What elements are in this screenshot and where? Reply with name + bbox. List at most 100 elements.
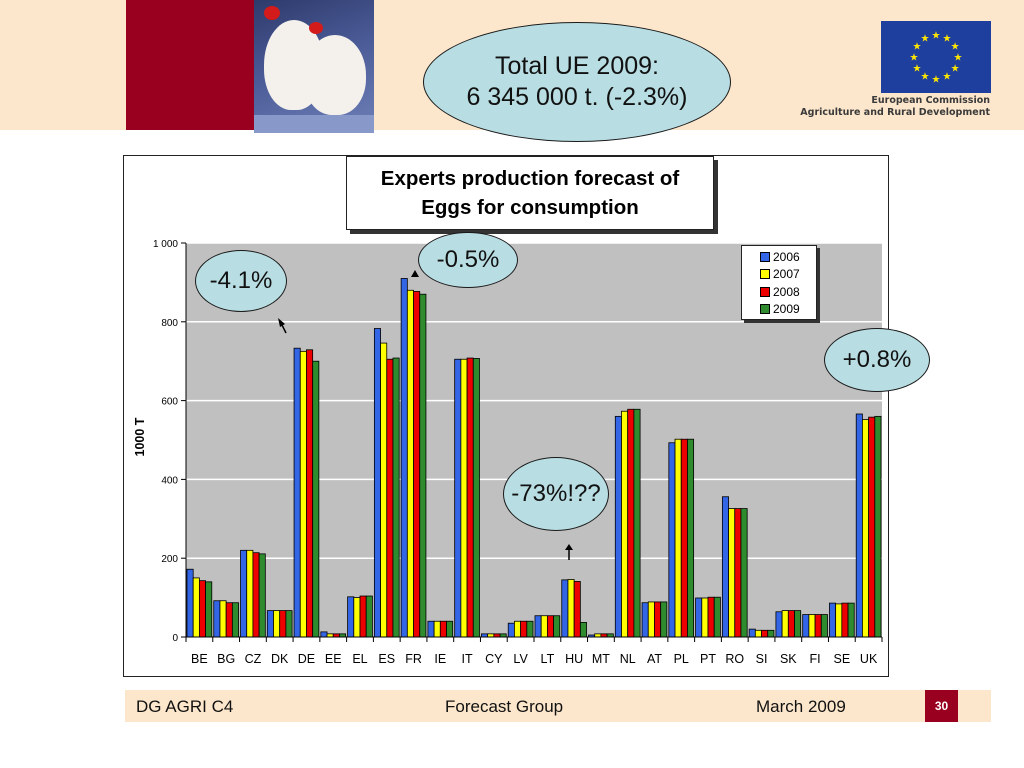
bar-LV-2008: [520, 620, 528, 638]
x-tick-label: SE: [834, 652, 851, 666]
x-tick-label: LV: [513, 652, 528, 666]
bar-SE-2006: [829, 602, 837, 638]
legend-swatch: [760, 251, 770, 262]
bar-UK-2009: [874, 415, 882, 638]
bar-FR-2009: [419, 293, 427, 638]
bar-SK-2007: [781, 610, 789, 638]
bar-CZ-2009: [258, 553, 266, 638]
bar-EL-2008: [359, 595, 367, 638]
floor: [254, 115, 374, 133]
x-tick-label: FR: [405, 652, 422, 666]
bar-DK-2006: [266, 610, 274, 638]
legend-swatch: [760, 269, 770, 280]
bar-SI-2006: [748, 628, 756, 638]
bar-IT-2007: [460, 358, 468, 638]
total-callout: Total UE 2009: 6 345 000 t. (-2.3%): [423, 22, 731, 142]
logo-line-1: European Commission: [871, 95, 990, 106]
bar-SI-2008: [761, 629, 769, 638]
bar-LT-2008: [546, 615, 554, 638]
bar-LV-2009: [526, 620, 534, 638]
legend-label: 2008: [773, 284, 800, 299]
x-tick-label: CY: [485, 652, 503, 666]
bar-SI-2009: [767, 629, 775, 638]
bar-PL-2009: [687, 438, 695, 638]
legend-label: 2006: [773, 249, 800, 264]
bar-BE-2007: [192, 577, 200, 638]
star-icon: ★: [954, 53, 963, 64]
bar-NL-2009: [633, 408, 641, 638]
eu-logo-text: European Commission Agriculture and Rura…: [800, 95, 990, 118]
bar-LT-2006: [534, 615, 542, 638]
x-tick-label: UK: [860, 652, 878, 666]
y-tick-label: 1 000: [153, 239, 178, 250]
bar-IE-2009: [446, 620, 454, 638]
bar-IT-2008: [466, 357, 474, 638]
bar-BG-2006: [213, 600, 221, 638]
bar-NL-2007: [621, 410, 629, 638]
total-callout-line2: 6 345 000 t. (-2.3%): [466, 83, 688, 111]
de-change-text: -4.1%: [209, 267, 273, 294]
eu-flag-icon: ★ ★ ★ ★ ★ ★ ★ ★ ★ ★ ★ ★: [881, 21, 991, 93]
uk-change-callout: +0.8%: [824, 328, 930, 392]
bar-ES-2009: [392, 357, 400, 638]
x-tick-label: DK: [271, 652, 289, 666]
footer-date: March 2009: [756, 697, 846, 716]
x-tick-label: NL: [620, 652, 636, 666]
bar-SK-2006: [775, 611, 783, 638]
bar-RO-2007: [728, 508, 736, 638]
hens-photo: [254, 0, 374, 133]
bar-IE-2007: [433, 620, 441, 638]
legend-item-2006: 2006: [760, 248, 816, 266]
bar-LT-2007: [540, 615, 548, 638]
chart-title-line1: Experts production forecast of: [380, 167, 680, 190]
hen-shape: [304, 35, 366, 115]
legend-item-2007: 2007: [760, 266, 816, 284]
x-tick-label: DE: [298, 652, 315, 666]
bar-SE-2009: [847, 602, 855, 638]
bar-IE-2008: [439, 620, 447, 638]
bar-FR-2007: [406, 289, 414, 638]
x-tick-label: SI: [756, 652, 768, 666]
y-tick-label: 0: [172, 633, 178, 644]
bar-FI-2009: [820, 614, 828, 638]
star-icon: ★: [951, 64, 960, 75]
hen-comb: [309, 22, 323, 34]
bar-PL-2008: [680, 438, 688, 638]
bar-DE-2008: [306, 349, 314, 638]
legend-item-2009: 2009: [760, 301, 816, 319]
bar-SE-2008: [841, 602, 849, 638]
bar-FR-2006: [400, 278, 408, 638]
bar-ES-2006: [373, 328, 381, 638]
bar-CZ-2008: [252, 552, 260, 638]
x-tick-label: EL: [352, 652, 367, 666]
bar-SK-2009: [794, 610, 802, 638]
total-callout-line1: Total UE 2009:: [495, 52, 659, 80]
star-icon: ★: [921, 33, 930, 44]
footer-left: DG AGRI C4: [136, 697, 234, 716]
bar-DK-2009: [285, 610, 293, 638]
hu-change-text: -73%!??: [511, 480, 601, 507]
bar-BG-2009: [231, 602, 239, 638]
uk-change-text: +0.8%: [842, 346, 912, 373]
bar-AT-2006: [641, 602, 649, 638]
legend-item-2008: 2008: [760, 283, 816, 301]
y-tick-label: 400: [161, 475, 178, 486]
bar-EE-2006: [320, 631, 328, 638]
chart-title: Experts production forecast of Eggs for …: [346, 156, 714, 230]
legend-swatch: [760, 286, 770, 297]
bar-LV-2006: [507, 622, 515, 638]
bar-PT-2008: [707, 596, 715, 638]
x-tick-label: IE: [434, 652, 446, 666]
y-tick-label: 200: [161, 554, 178, 565]
bar-LV-2007: [514, 620, 522, 638]
bar-BE-2006: [186, 568, 194, 638]
x-tick-label: SK: [780, 652, 797, 666]
bar-IT-2009: [472, 358, 480, 638]
star-icon: ★: [910, 53, 919, 64]
y-axis-label: 1000 T: [133, 417, 147, 457]
bar-DK-2008: [279, 610, 287, 638]
star-icon: ★: [951, 42, 960, 53]
hu-change-callout: -73%!??: [503, 457, 609, 531]
bar-FI-2008: [814, 614, 822, 638]
